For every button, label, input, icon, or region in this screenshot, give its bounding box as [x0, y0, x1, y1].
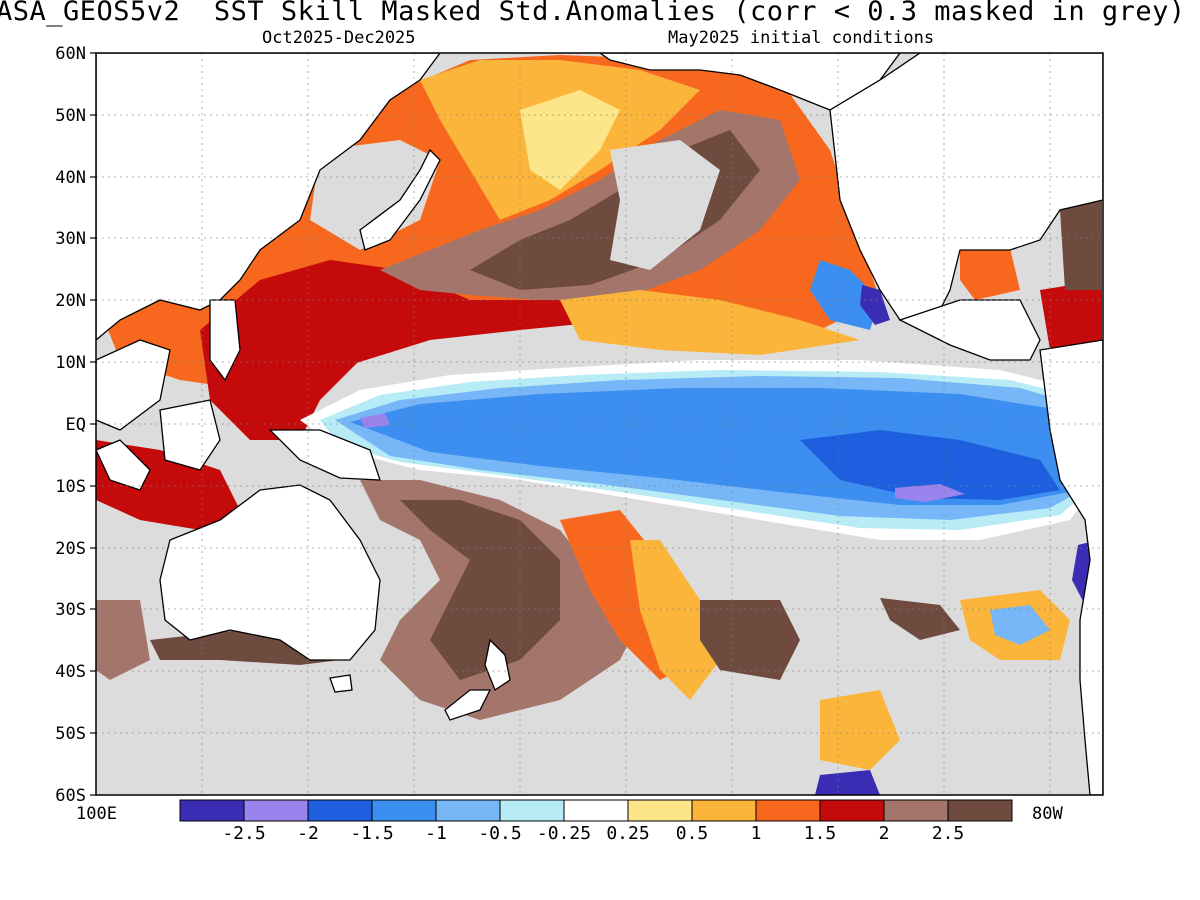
colorbar-swatch: [307, 799, 373, 822]
lon-label-right: 80W: [1032, 804, 1063, 824]
colorbar-swatch: [627, 799, 693, 822]
anomaly-tasman-brown: [96, 600, 150, 680]
colorbar-swatch: [755, 799, 821, 822]
colorbar-swatch: [563, 799, 629, 822]
lat-label-50s: 50S: [55, 724, 86, 744]
land-new-zealand-north: [484, 638, 511, 691]
forecast-period: Oct2025-Dec2025: [262, 28, 416, 48]
map-gridlines: [96, 53, 1103, 795]
lat-label-10s: 10S: [55, 477, 86, 497]
lat-ticks: [90, 52, 96, 796]
lat-label-60s: 60S: [55, 786, 86, 806]
land-philippines: [209, 299, 241, 382]
colorbar-swatch: [499, 799, 565, 822]
lat-label-20s: 20S: [55, 539, 86, 559]
anomaly-baja-blue: [810, 260, 880, 330]
land-masses: [96, 53, 1103, 795]
anomaly-warm-pool: [200, 330, 360, 440]
lat-label-30n: 30N: [55, 229, 86, 249]
anomaly-southern-purple: [815, 770, 880, 795]
land-south-america: [1039, 339, 1103, 795]
colorbar-tick-label: 2: [878, 823, 890, 844]
land-japan: [359, 148, 441, 251]
colorbar-tick-label: 0.5: [675, 823, 709, 844]
lat-label-40s: 40S: [55, 662, 86, 682]
colorbar-tick-label: -1: [425, 823, 447, 844]
colorbar-tick-label: -1.5: [350, 823, 394, 844]
land-alaska: [598, 53, 901, 111]
lat-label-eq: EQ: [65, 415, 86, 435]
anomaly-southern-orange: [820, 690, 900, 770]
anomaly-gulf-mexico: [960, 248, 1020, 300]
anomaly-spcz-yellow: [630, 540, 720, 700]
colorbar-tick-label: -0.5: [478, 823, 522, 844]
initial-conditions: May2025 initial conditions: [668, 28, 935, 48]
colorbar-swatch: [179, 799, 245, 822]
colorbar-swatch: [371, 799, 437, 822]
anomaly-subtropic-orange: [560, 290, 860, 355]
colorbar-swatch: [947, 799, 1013, 822]
colorbar-tick-label: -2: [297, 823, 319, 844]
lat-label-60n: 60N: [55, 44, 86, 64]
anomaly-caribbean: [1040, 280, 1102, 350]
land-north-america: [829, 53, 1103, 321]
land-new-zealand-south: [444, 689, 492, 721]
land-new-guinea: [268, 429, 381, 481]
land-sumatra: [96, 439, 151, 491]
anomaly-baja-purple: [860, 285, 890, 325]
colorbar-tick-label: -2.5: [222, 823, 266, 844]
lat-label-10n: 10N: [55, 353, 86, 373]
anomaly-gulf: [1060, 200, 1102, 290]
colorbar-swatch: [691, 799, 757, 822]
anomaly-cold-purple-2: [895, 484, 965, 502]
colorbar-tick-label: 0.25: [606, 823, 650, 844]
lat-label-30s: 30S: [55, 600, 86, 620]
colorbar-tick-label: 1.5: [803, 823, 837, 844]
lon-label-left: 100E: [76, 804, 117, 824]
land-central-america: [898, 299, 1041, 361]
lat-label-20n: 20N: [55, 291, 86, 311]
colorbar-swatch: [883, 799, 949, 822]
colorbar-swatch: [243, 799, 309, 822]
land-asia: [96, 53, 441, 341]
colorbar-swatch: [435, 799, 501, 822]
colorbar-tick-label: -0.25: [536, 823, 592, 844]
colorbar-swatch: [819, 799, 885, 822]
lat-label-50n: 50N: [55, 106, 86, 126]
land-australia: [159, 484, 381, 661]
colorbar-tick-label: 2.5: [931, 823, 965, 844]
anomaly-south-blue-far: [990, 605, 1050, 645]
lat-label-40n: 40N: [55, 168, 86, 188]
land-tasmania: [329, 674, 353, 693]
masked-north-grey-2: [310, 140, 440, 250]
anomaly-south-brown-east: [700, 600, 800, 680]
anomaly-cold-tongue-strong: [800, 430, 1060, 500]
map-title: ASA_GEOS5v2 SST Skill Masked Std.Anomali…: [0, 0, 1186, 27]
colorbar-tick-label: 1: [750, 823, 762, 844]
